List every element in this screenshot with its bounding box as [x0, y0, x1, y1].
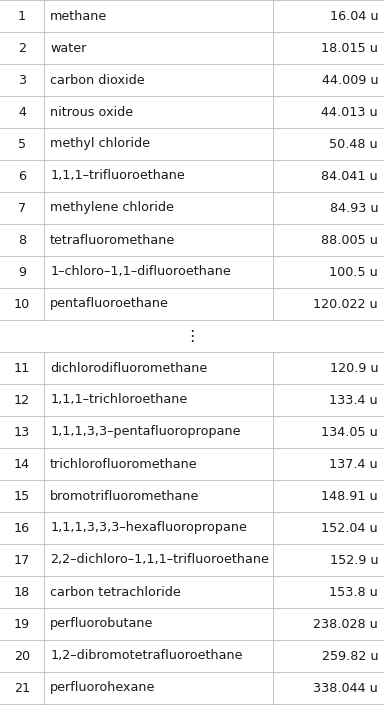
Text: 259.82 u: 259.82 u	[321, 650, 378, 663]
Text: perfluorobutane: perfluorobutane	[50, 618, 154, 630]
Text: trichlorofluoromethane: trichlorofluoromethane	[50, 457, 198, 470]
Text: 120.022 u: 120.022 u	[313, 298, 378, 311]
Text: 1,1,1–trichloroethane: 1,1,1–trichloroethane	[50, 393, 187, 407]
Text: 84.041 u: 84.041 u	[321, 169, 378, 182]
Text: 153.8 u: 153.8 u	[329, 585, 378, 598]
Text: 13: 13	[14, 425, 30, 439]
Text: 88.005 u: 88.005 u	[321, 234, 378, 247]
Text: 17: 17	[14, 553, 30, 566]
Text: 1,1,1–trifluoroethane: 1,1,1–trifluoroethane	[50, 169, 185, 182]
Text: 238.028 u: 238.028 u	[313, 618, 378, 630]
Text: 14: 14	[14, 457, 30, 470]
Text: 152.9 u: 152.9 u	[329, 553, 378, 566]
Text: 10: 10	[14, 298, 30, 311]
Text: carbon tetrachloride: carbon tetrachloride	[50, 585, 181, 598]
Text: 148.91 u: 148.91 u	[321, 489, 378, 502]
Text: 120.9 u: 120.9 u	[329, 362, 378, 375]
Text: pentafluoroethane: pentafluoroethane	[50, 298, 169, 311]
Text: 21: 21	[14, 682, 30, 695]
Text: 1: 1	[18, 9, 26, 23]
Text: 84.93 u: 84.93 u	[329, 202, 378, 214]
Text: carbon dioxide: carbon dioxide	[50, 73, 145, 86]
Text: bromotrifluoromethane: bromotrifluoromethane	[50, 489, 200, 502]
Text: 18: 18	[14, 585, 30, 598]
Text: 137.4 u: 137.4 u	[329, 457, 378, 470]
Text: water: water	[50, 41, 86, 54]
Text: perfluorohexane: perfluorohexane	[50, 682, 156, 695]
Text: 18.015 u: 18.015 u	[321, 41, 378, 54]
Text: 15: 15	[14, 489, 30, 502]
Text: 8: 8	[18, 234, 26, 247]
Text: methane: methane	[50, 9, 108, 23]
Text: 134.05 u: 134.05 u	[321, 425, 378, 439]
Text: nitrous oxide: nitrous oxide	[50, 105, 133, 118]
Text: 5: 5	[18, 137, 26, 150]
Text: 152.04 u: 152.04 u	[321, 521, 378, 534]
Text: 6: 6	[18, 169, 26, 182]
Text: 50.48 u: 50.48 u	[329, 137, 378, 150]
Text: 9: 9	[18, 266, 26, 279]
Text: 133.4 u: 133.4 u	[329, 393, 378, 407]
Text: 338.044 u: 338.044 u	[313, 682, 378, 695]
Text: 1,1,1,3,3–pentafluoropropane: 1,1,1,3,3–pentafluoropropane	[50, 425, 241, 439]
Text: 1–chloro–1,1–difluoroethane: 1–chloro–1,1–difluoroethane	[50, 266, 231, 279]
Text: methylene chloride: methylene chloride	[50, 202, 174, 214]
Text: 1,1,1,3,3,3–hexafluoropropane: 1,1,1,3,3,3–hexafluoropropane	[50, 521, 247, 534]
Text: 3: 3	[18, 73, 26, 86]
Text: 19: 19	[14, 618, 30, 630]
Text: 1,2–dibromotetrafluoroethane: 1,2–dibromotetrafluoroethane	[50, 650, 243, 663]
Text: 2: 2	[18, 41, 26, 54]
Text: 20: 20	[14, 650, 30, 663]
Text: 16: 16	[14, 521, 30, 534]
Text: 44.013 u: 44.013 u	[321, 105, 378, 118]
Text: 12: 12	[14, 393, 30, 407]
Text: 100.5 u: 100.5 u	[329, 266, 378, 279]
Text: 11: 11	[14, 362, 30, 375]
Text: tetrafluoromethane: tetrafluoromethane	[50, 234, 175, 247]
Text: 2,2–dichloro–1,1,1–trifluoroethane: 2,2–dichloro–1,1,1–trifluoroethane	[50, 553, 269, 566]
Text: 16.04 u: 16.04 u	[329, 9, 378, 23]
Text: 4: 4	[18, 105, 26, 118]
Text: 44.009 u: 44.009 u	[321, 73, 378, 86]
Text: methyl chloride: methyl chloride	[50, 137, 150, 150]
Text: dichlorodifluoromethane: dichlorodifluoromethane	[50, 362, 207, 375]
Text: ⋮: ⋮	[184, 328, 200, 343]
Text: 7: 7	[18, 202, 26, 214]
